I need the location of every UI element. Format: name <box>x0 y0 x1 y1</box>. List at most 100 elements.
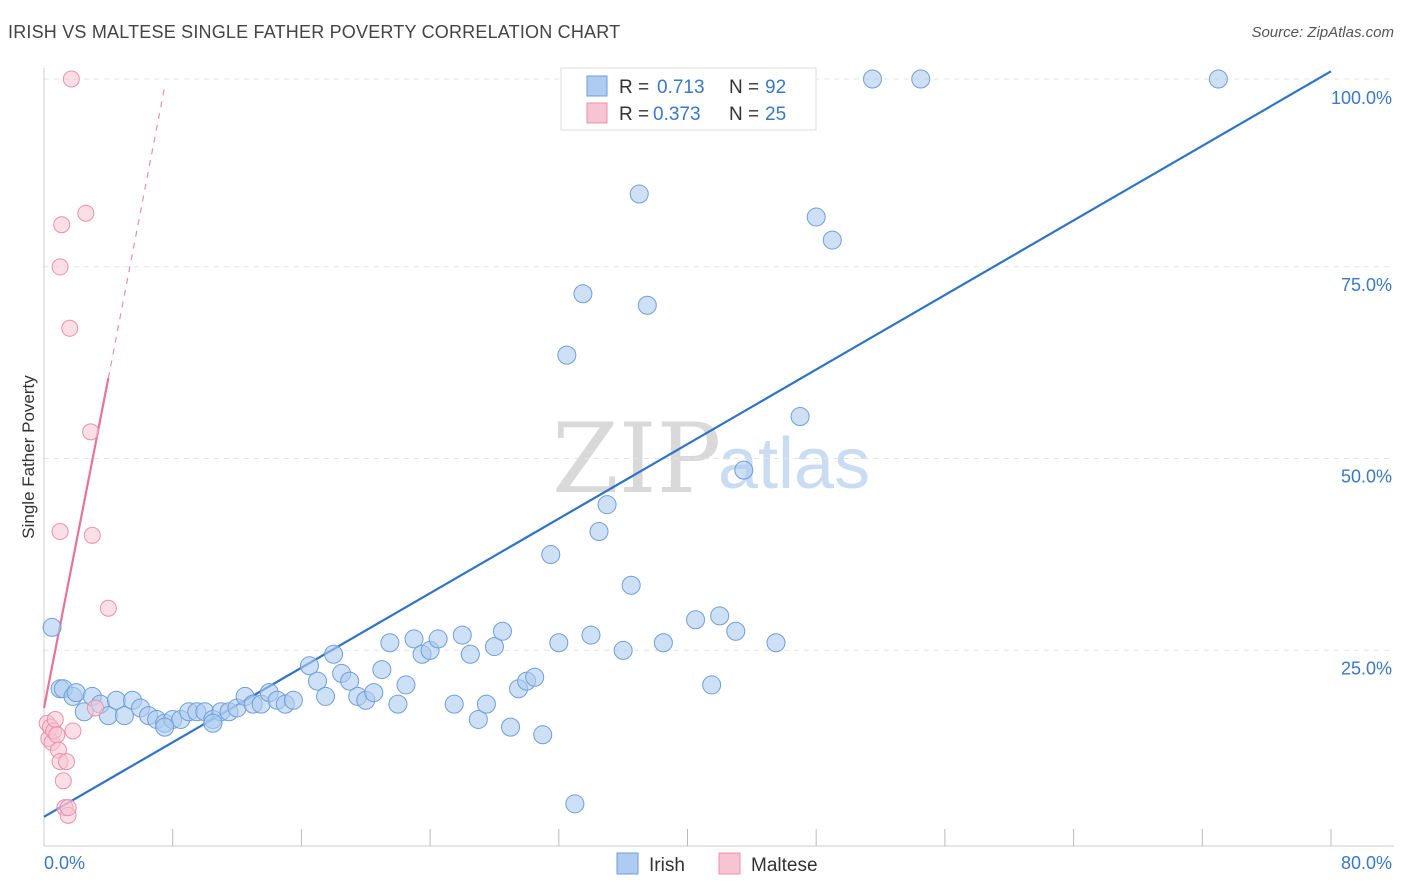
maltese-point <box>77 204 95 222</box>
legend-maltese-r-label: R = <box>619 104 649 125</box>
x-tick-label-max: 80.0% <box>1341 853 1392 873</box>
source-credit: Source: ZipAtlas.com <box>1251 24 1394 41</box>
legend-irish-r-label: R = <box>619 77 649 98</box>
irish-point <box>621 575 641 595</box>
irish-point <box>863 69 883 89</box>
maltese-point <box>48 726 66 744</box>
irish-point <box>428 629 448 649</box>
maltese-point <box>46 710 64 728</box>
y-tick-labels: 25.0% 50.0% 75.0% 100.0% <box>1331 88 1392 678</box>
irish-point <box>726 621 746 641</box>
irish-point <box>710 606 730 626</box>
irish-point <box>541 545 561 565</box>
irish-point <box>629 184 649 204</box>
series-legend: Irish Maltese <box>616 852 818 876</box>
y-tick-label-50: 50.0% <box>1341 467 1392 487</box>
irish-point <box>686 610 706 630</box>
irish-point <box>307 671 327 691</box>
y-tick-label-100: 100.0% <box>1331 88 1392 108</box>
irish-point <box>283 690 303 710</box>
irish-point <box>380 633 400 653</box>
legend-maltese-n-value: 25 <box>765 104 786 125</box>
maltese-point <box>82 423 100 441</box>
maltese-point <box>99 599 117 617</box>
series-legend-maltese-swatch <box>718 852 741 875</box>
maltese-point <box>83 526 101 544</box>
irish-point <box>565 794 585 814</box>
irish-point <box>549 633 569 653</box>
maltese-point <box>59 799 77 817</box>
irish-point <box>653 633 673 653</box>
series-legend-irish-label: Irish <box>649 855 685 876</box>
irish-point <box>702 675 722 695</box>
maltese-points <box>38 70 117 824</box>
maltese-point <box>61 319 79 337</box>
irish-point <box>822 230 842 250</box>
irish-point <box>114 706 134 726</box>
irish-point <box>533 725 553 745</box>
irish-point <box>452 625 472 645</box>
irish-point <box>203 713 223 733</box>
irish-point <box>444 694 464 714</box>
legend-maltese-n-label: N = <box>729 104 759 125</box>
irish-point <box>155 717 175 737</box>
y-axis-label: Single Father Poverty <box>19 375 38 539</box>
irish-point <box>734 460 754 480</box>
irish-point <box>299 656 319 676</box>
maltese-point <box>54 772 72 790</box>
irish-point <box>911 69 931 89</box>
y-tick-label-75: 75.0% <box>1341 275 1392 295</box>
x-tick-label-min: 0.0% <box>44 853 85 873</box>
irish-point <box>790 406 810 426</box>
irish-point <box>66 683 86 703</box>
irish-point <box>340 671 360 691</box>
maltese-trend-extension <box>107 86 166 379</box>
irish-point <box>1208 69 1228 89</box>
irish-point <box>316 686 336 706</box>
series-legend-irish-swatch <box>616 852 639 875</box>
maltese-point <box>64 722 82 740</box>
gridlines <box>44 78 1394 651</box>
irish-point <box>404 629 424 649</box>
irish-point <box>766 633 786 653</box>
maltese-point <box>53 216 71 234</box>
irish-point <box>372 660 392 680</box>
irish-trend-line <box>43 70 1332 818</box>
irish-point <box>388 694 408 714</box>
irish-point <box>324 644 344 664</box>
irish-point <box>460 644 480 664</box>
legend-irish-n-label: N = <box>729 77 759 98</box>
irish-point <box>396 675 416 695</box>
irish-point <box>581 625 601 645</box>
irish-point <box>484 637 504 657</box>
series-legend-maltese-label: Maltese <box>751 855 818 876</box>
legend-irish-n-value: 92 <box>765 77 786 98</box>
irish-point <box>468 709 488 729</box>
irish-point <box>364 683 384 703</box>
maltese-point <box>62 70 80 88</box>
irish-point <box>557 345 577 365</box>
irish-point <box>573 284 593 304</box>
irish-point <box>613 640 633 660</box>
irish-point <box>42 617 62 637</box>
irish-point <box>525 667 545 687</box>
maltese-point <box>58 753 76 771</box>
maltese-point <box>86 699 104 717</box>
irish-point <box>501 717 521 737</box>
irish-point <box>806 207 826 227</box>
legend-maltese-r-value: 0.373 <box>653 104 701 125</box>
irish-point <box>597 495 617 515</box>
chart-title: IRISH VS MALTESE SINGLE FATHER POVERTY C… <box>8 22 621 42</box>
maltese-trend-line <box>42 377 110 709</box>
legend-irish-swatch <box>586 75 608 97</box>
y-tick-label-25: 25.0% <box>1341 658 1392 678</box>
legend-maltese-swatch <box>586 102 608 124</box>
legend-irish-r-value: 0.713 <box>657 77 705 98</box>
irish-point <box>589 522 609 542</box>
maltese-point <box>51 258 69 276</box>
maltese-point <box>51 523 69 541</box>
stats-legend: R = 0.713 N = 92 R = 0.373 N = 25 <box>560 67 817 131</box>
irish-point <box>476 694 496 714</box>
irish-point <box>637 295 657 315</box>
